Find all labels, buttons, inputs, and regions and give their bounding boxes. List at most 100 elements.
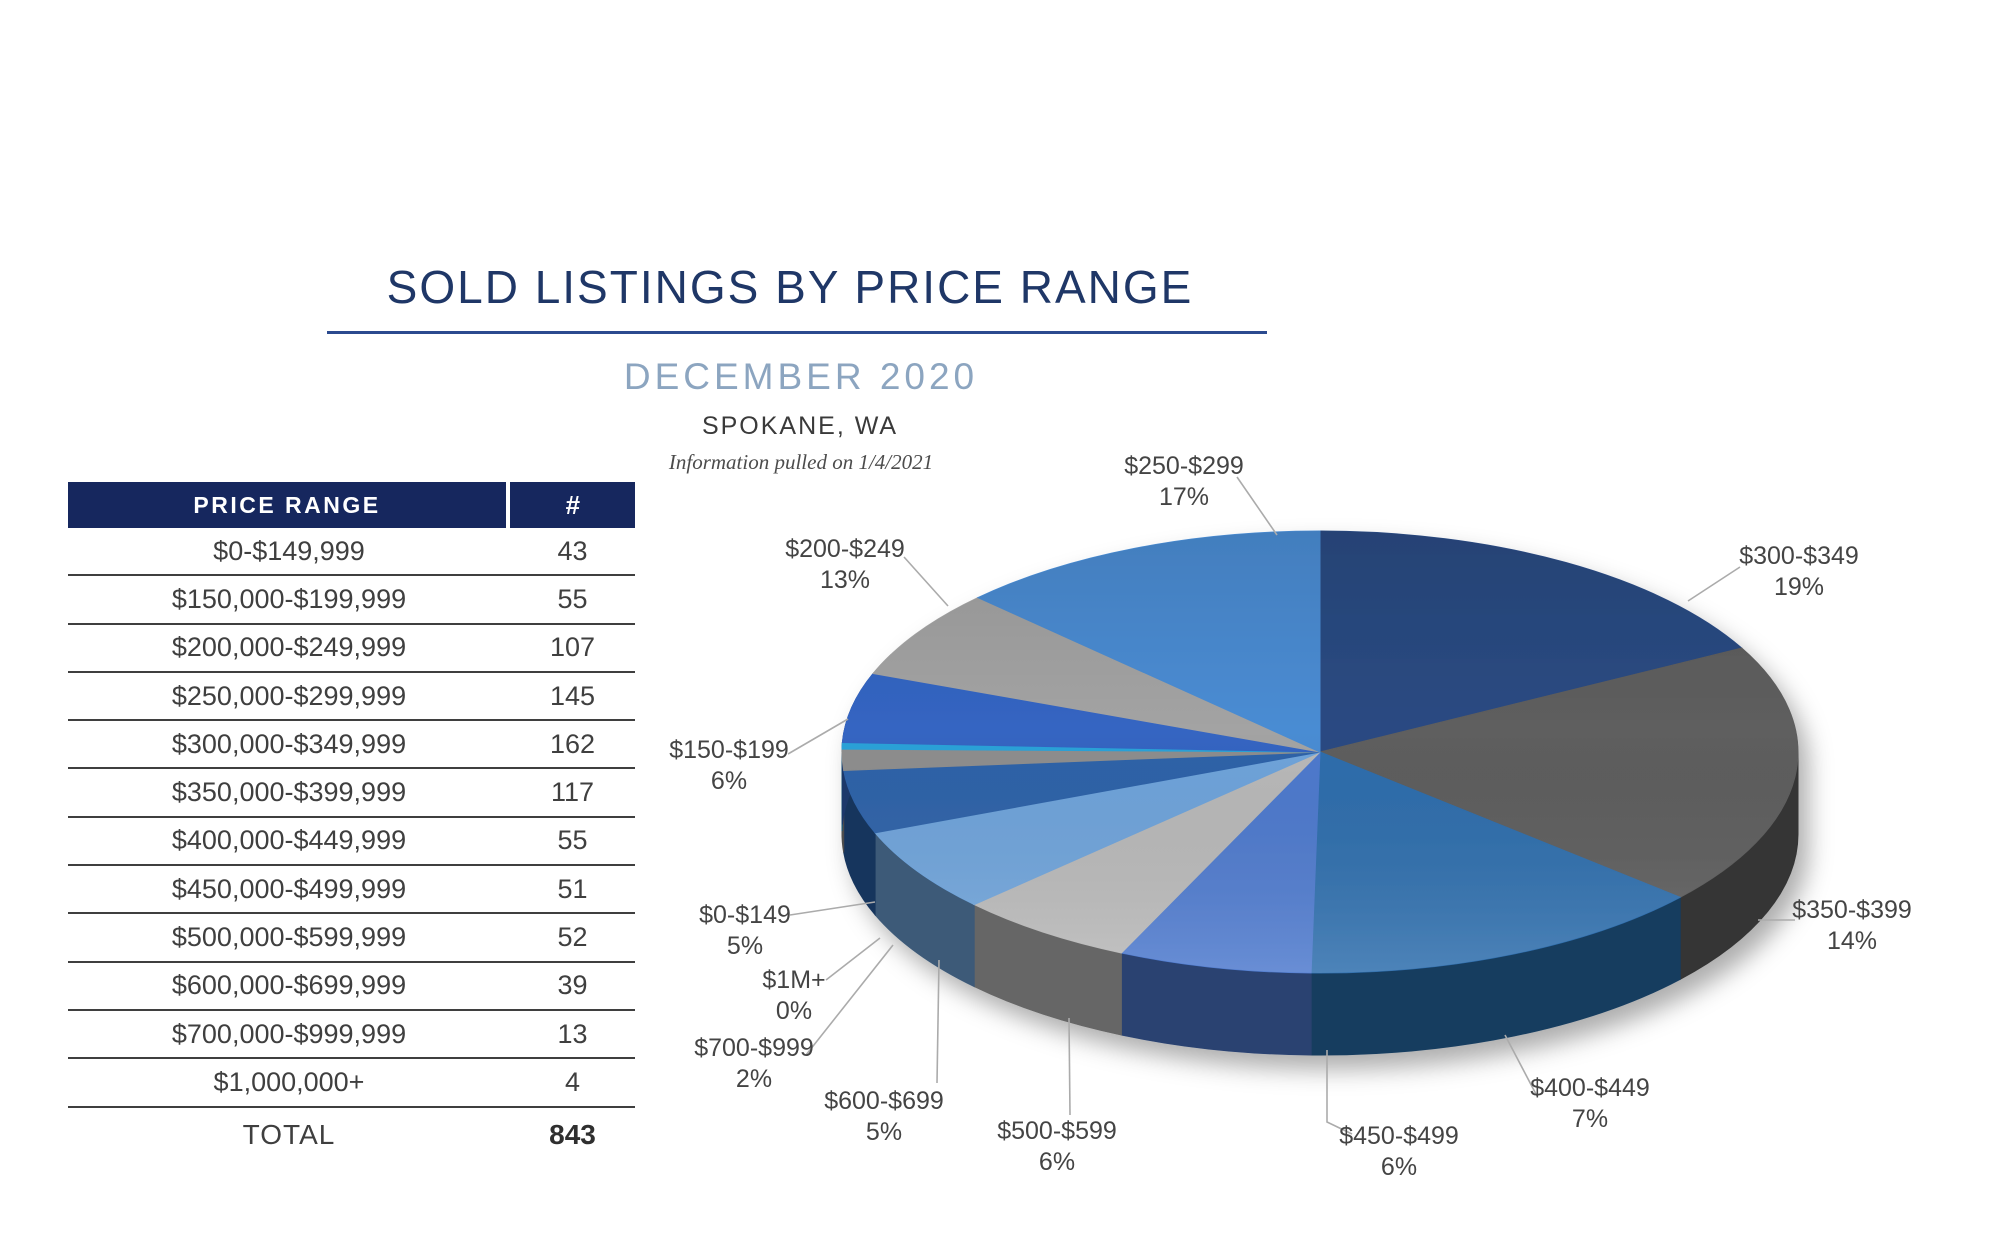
pie-label-range: $350-$399 <box>1792 896 1912 924</box>
cell-price-range: $700,000-$999,999 <box>171 1018 407 1049</box>
header-cell-count: # <box>510 482 635 528</box>
cell-price-range: $600,000-$699,999 <box>171 970 407 1001</box>
pie-label-$200-$249: $200-$249 13% <box>785 534 905 596</box>
pie-label-percent: 13% <box>819 566 871 594</box>
cell-count: 52 <box>557 922 588 953</box>
pie-label-$150-$199: $150-$199 6% <box>669 735 789 797</box>
pie-label-percent: 0% <box>775 997 813 1025</box>
pie-label-$500-$599: $500-$599 6% <box>997 1116 1117 1178</box>
pie-label-range: $150-$199 <box>669 736 789 764</box>
cell-count: 13 <box>557 1018 588 1049</box>
cell-price-range: $500,000-$599,999 <box>171 922 407 953</box>
cell-count: 107 <box>549 632 596 663</box>
table-total-row: TOTAL 843 <box>68 1108 635 1162</box>
data-pull-note: Information pulled on 1/4/2021 <box>668 450 934 474</box>
leader-line-$250-$299 <box>1236 476 1278 536</box>
pie-label-range: $250-$299 <box>1124 452 1244 480</box>
leader-line-$500-$599 <box>1068 1017 1071 1116</box>
table-row: $350,000-$399,999 117 <box>68 769 635 818</box>
cell-price-range: $1,000,000+ <box>213 1066 365 1097</box>
leader-line-$200-$249 <box>903 556 949 607</box>
pie-label-$700-$999: $700-$999 2% <box>694 1033 814 1095</box>
pie-label-range: $300-$349 <box>1739 542 1859 570</box>
total-label: TOTAL <box>242 1118 336 1150</box>
pie-label-percent: 2% <box>735 1065 773 1093</box>
cell-count: 162 <box>549 728 596 759</box>
leader-line-$150-$199 <box>787 718 849 755</box>
pie-label-percent: 7% <box>1571 1105 1609 1133</box>
page-title: SOLD LISTINGS BY PRICE RANGE <box>386 261 1194 313</box>
pie-label-$400-$449: $400-$449 7% <box>1530 1073 1650 1135</box>
pie-label-range: $0-$149 <box>699 901 791 929</box>
cell-price-range: $350,000-$399,999 <box>171 777 407 808</box>
cell-price-range: $450,000-$499,999 <box>171 873 407 904</box>
pie-label-range: $1M+ <box>762 966 826 994</box>
header-divider <box>506 482 510 528</box>
total-value: 843 <box>549 1118 596 1150</box>
cell-price-range: $250,000-$299,999 <box>171 680 407 711</box>
cell-price-range: $150,000-$199,999 <box>171 583 407 614</box>
pie-label-$0-$149: $0-$149 5% <box>699 900 791 962</box>
pie-label-range: $400-$449 <box>1530 1074 1650 1102</box>
subtitle-location: SPOKANE, WA <box>701 412 899 440</box>
table-row: $200,000-$249,999 107 <box>68 625 635 673</box>
pie-label-percent: 6% <box>710 767 748 795</box>
pie-label-percent: 17% <box>1158 483 1210 511</box>
table-header-row: PRICE RANGE # <box>68 482 635 528</box>
pie-label-$350-$399: $350-$399 14% <box>1792 895 1912 957</box>
cell-price-range: $300,000-$349,999 <box>171 728 407 759</box>
cell-count: 55 <box>557 825 588 856</box>
cell-count: 55 <box>557 583 588 614</box>
leader-line-$450-$499 <box>1326 1050 1353 1135</box>
leader-line-$300-$349 <box>1687 566 1741 602</box>
leader-line-$600-$699 <box>936 959 940 1084</box>
cell-count: 51 <box>557 873 588 904</box>
pie-label-range: $600-$699 <box>824 1087 944 1115</box>
table-row: $1,000,000+ 4 <box>68 1059 635 1108</box>
cell-price-range: $200,000-$249,999 <box>171 632 407 663</box>
table-row: $300,000-$349,999 162 <box>68 721 635 770</box>
table-row: $150,000-$199,999 55 <box>68 576 635 625</box>
cell-price-range: $400,000-$449,999 <box>171 825 407 856</box>
pie-label-percent: 14% <box>1826 927 1878 955</box>
table-row: $0-$149,999 43 <box>68 528 635 577</box>
table-row: $450,000-$499,999 51 <box>68 866 635 915</box>
cell-count: 117 <box>550 777 595 808</box>
table-row: $400,000-$449,999 55 <box>68 818 635 867</box>
table-row: $600,000-$699,999 39 <box>68 963 635 1011</box>
cell-count: 145 <box>549 680 596 711</box>
table-body: $0-$149,999 43 $150,000-$199,999 55 $200,000… <box>68 528 635 1108</box>
pie-label-range: $450-$499 <box>1339 1122 1459 1150</box>
leader-line-$1M+ <box>825 937 881 981</box>
pie-label-percent: 6% <box>1038 1148 1076 1176</box>
pie-label-$250-$299: $250-$299 17% <box>1124 451 1244 513</box>
leader-lines <box>787 476 1795 1135</box>
pie-label-$600-$699: $600-$699 5% <box>824 1086 944 1148</box>
leader-line-$400-$449 <box>1504 1034 1538 1097</box>
subtitle-month: DECEMBER 2020 <box>623 356 979 397</box>
pie-label-percent: 5% <box>865 1118 903 1146</box>
pie-label-$450-$499: $450-$499 6% <box>1339 1121 1459 1183</box>
pie-label-range: $200-$249 <box>785 535 905 563</box>
pie-label-percent: 6% <box>1380 1153 1418 1181</box>
leader-line-$0-$149 <box>789 901 876 916</box>
cell-price-range: $0-$149,999 <box>213 535 365 566</box>
header-cell-price-range: PRICE RANGE <box>68 482 506 528</box>
cell-count: 39 <box>557 970 588 1001</box>
pie-label-percent: 19% <box>1773 573 1825 601</box>
pie-label-range: $700-$999 <box>694 1034 814 1062</box>
pie-label-$300-$349: $300-$349 19% <box>1739 541 1859 603</box>
cell-count: 43 <box>557 535 588 566</box>
cell-count: 4 <box>564 1066 581 1097</box>
table-row: $250,000-$299,999 145 <box>68 673 635 722</box>
pie-label-$1M+: $1M+ 0% <box>762 965 825 1027</box>
title-underline <box>327 331 1267 334</box>
pie-sheen <box>842 531 1798 973</box>
price-range-table: PRICE RANGE # $0-$149,999 43 $150,000-$199… <box>68 482 635 1162</box>
table-row: $700,000-$999,999 13 <box>68 1011 635 1060</box>
leader-line-$700-$999 <box>805 944 894 1056</box>
pie-label-range: $500-$599 <box>997 1117 1117 1145</box>
pie-label-percent: 5% <box>726 932 764 960</box>
table-row: $500,000-$599,999 52 <box>68 914 635 963</box>
